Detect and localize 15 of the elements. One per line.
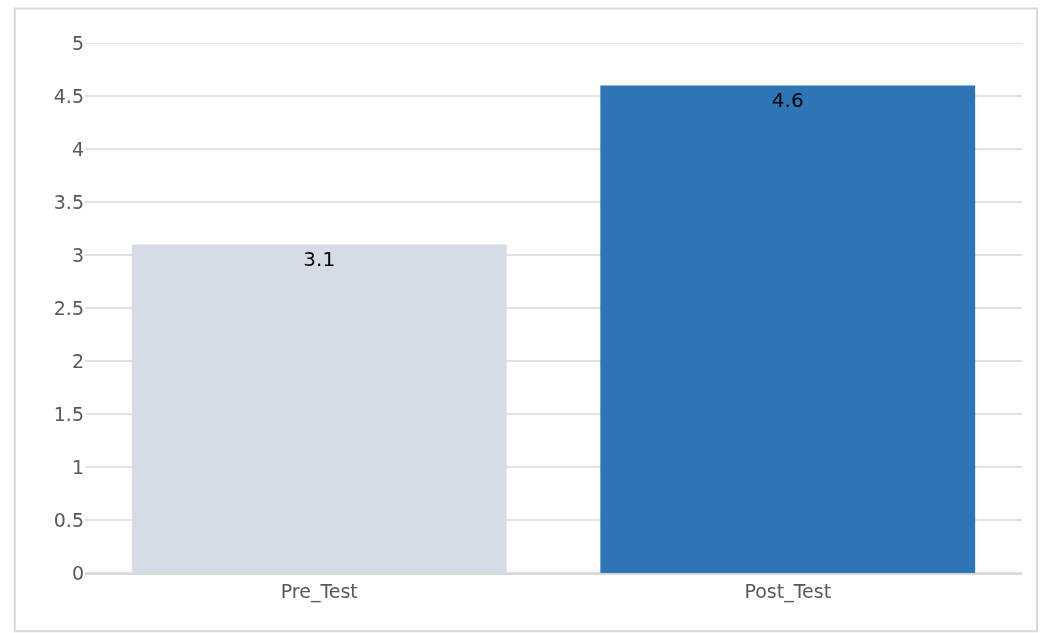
y-tick-label: 2.5 — [53, 296, 84, 319]
y-tick-label: 2 — [71, 349, 84, 372]
y-tick-label: 1 — [71, 455, 84, 478]
y-tick-label: 1.5 — [53, 402, 84, 425]
data-label: 3.1 — [303, 247, 336, 272]
y-tick-label: 4 — [71, 137, 84, 160]
x-tick-label: Post_Test — [744, 579, 832, 603]
y-tick-label: 3.5 — [53, 190, 84, 213]
y-tick-label: 4.5 — [53, 84, 84, 107]
data-label: 4.6 — [771, 88, 804, 113]
x-tick-label: Pre_Test — [280, 579, 358, 603]
y-tick-label: 0.5 — [53, 508, 84, 531]
y-tick-label: 3 — [71, 243, 84, 266]
y-tick-label: 0 — [71, 561, 84, 584]
y-tick-label: 5 — [71, 31, 84, 54]
